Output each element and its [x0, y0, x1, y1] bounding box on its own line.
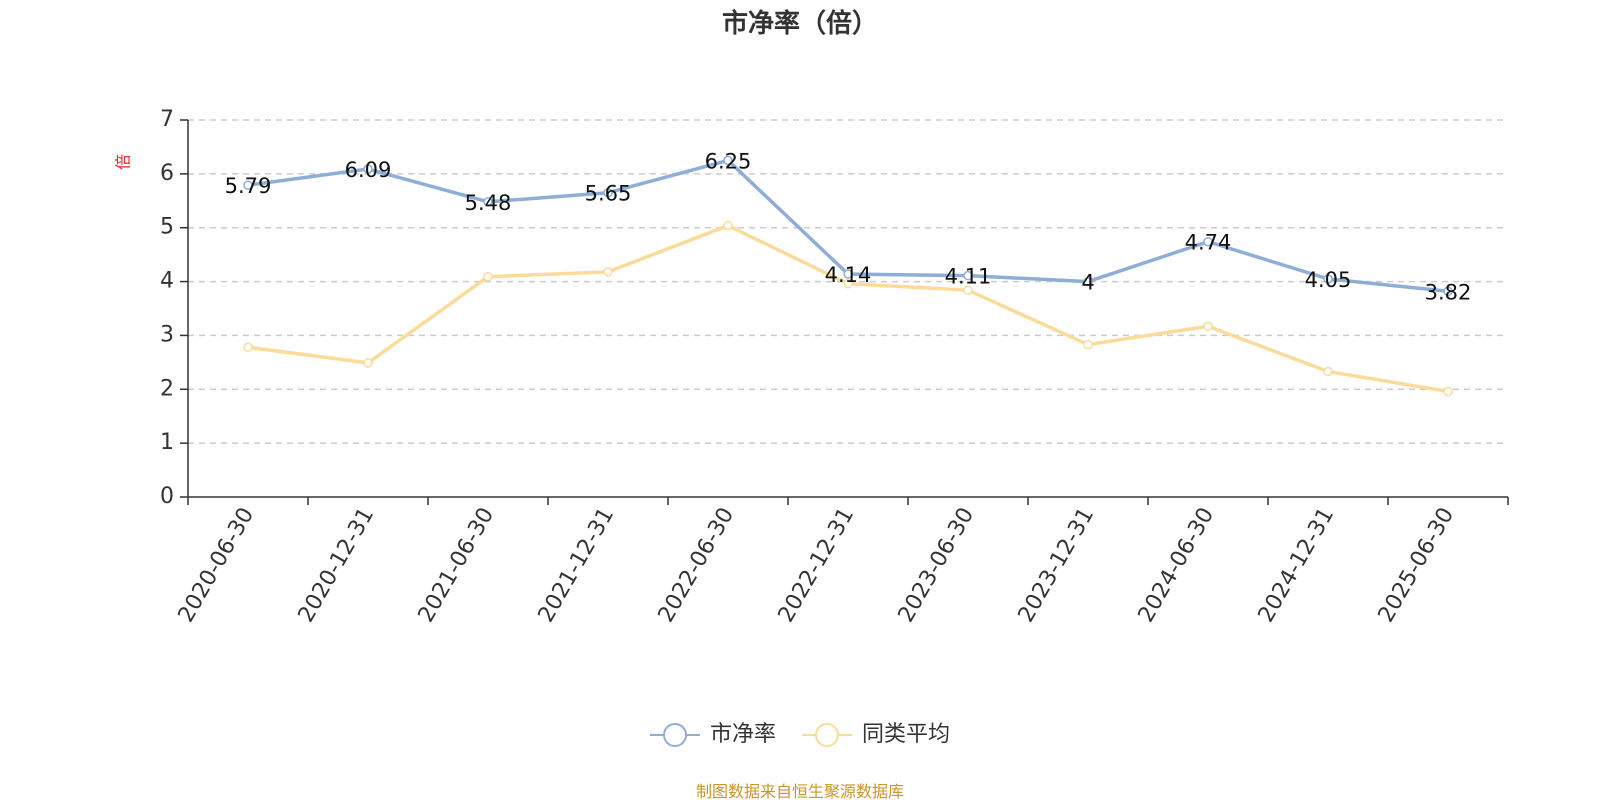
series-0-point [723, 155, 733, 166]
chart-title: 市净率（倍） [722, 8, 878, 39]
series-1-point [1083, 339, 1093, 350]
series-0-point [1323, 274, 1333, 284]
legend-label: 市净率 [710, 722, 776, 747]
series-0-point [1203, 236, 1213, 247]
y-tick-label: 3 [160, 322, 174, 347]
series-0-point [603, 187, 613, 198]
x-tick-label: 2021-12-31 [534, 504, 620, 627]
legend-item-1[interactable]: 同类平均 [802, 722, 950, 747]
y-tick-label: 6 [160, 161, 174, 186]
axes: 0 1 2 3 4 5 6 7 2020-06-30 2020-12-31 2021-06-30 20… [160, 107, 1509, 627]
series-1-point [603, 267, 613, 277]
data-label: 4.05 [1305, 268, 1352, 292]
data-label: 4 [1081, 271, 1094, 295]
x-tick-label: 2021-06-30 [414, 504, 500, 627]
data-label: 5.79 [225, 174, 272, 198]
series-0-point [843, 269, 853, 279]
series-line-1 [247, 223, 1449, 394]
series-lines [243, 155, 1453, 397]
legend-label: 同类平均 [862, 722, 950, 747]
series-1-point [963, 285, 973, 295]
source-note: 制图数据来自恒生聚源数据库 [696, 782, 904, 800]
data-label: 4.74 [1185, 231, 1232, 255]
x-tick-label: 2024-06-30 [1134, 504, 1220, 627]
data-label: 5.48 [465, 191, 512, 215]
x-tick-label: 2022-06-30 [654, 504, 740, 627]
series-0-point [363, 164, 373, 174]
series-0-point [1443, 286, 1453, 297]
y-tick-label: 4 [160, 269, 174, 294]
data-labels: 5.79 6.09 5.48 5.65 6.25 4.14 4.11 4 4.74 4.05 3.8… [225, 149, 1472, 304]
series-1-point [363, 358, 373, 368]
y-tick-label: 1 [160, 430, 174, 455]
x-tick-label: 2022-12-31 [774, 504, 860, 627]
series-1-point [243, 342, 253, 353]
series-0-point [1083, 276, 1093, 287]
y-tick-label: 7 [160, 107, 174, 132]
x-tick-label: 2024-12-31 [1254, 504, 1340, 627]
data-label: 4.11 [945, 265, 992, 289]
x-tick-label: 2023-12-31 [1014, 504, 1100, 627]
x-tick-label: 2020-12-31 [294, 504, 380, 627]
series-0-point [243, 180, 253, 190]
series-0-point [963, 270, 973, 281]
y-tick-label: 2 [160, 376, 174, 401]
series-1-point [483, 271, 493, 282]
data-label: 6.09 [345, 158, 392, 182]
legend[interactable]: 市净率 同类平均 [650, 722, 950, 747]
series-1-point [1323, 366, 1333, 377]
series-0-point [483, 197, 493, 207]
x-tick-label: 2025-06-30 [1374, 504, 1460, 627]
data-label: 6.25 [705, 149, 752, 173]
series-1-point [1203, 321, 1213, 332]
legend-item-0[interactable]: 市净率 [650, 722, 776, 747]
data-label: 3.82 [1425, 280, 1472, 304]
y-tick-label: 0 [160, 484, 174, 509]
x-tick-label: 2023-06-30 [894, 504, 980, 627]
data-label: 4.14 [825, 263, 872, 287]
legend-swatch-marker [815, 723, 839, 747]
series-1-point [723, 220, 733, 231]
legend-swatch-marker [663, 723, 687, 747]
x-tick-label: 2020-06-30 [174, 504, 260, 627]
y-axis-unit-label: 倍 [114, 154, 133, 170]
series-1-point [843, 278, 853, 289]
y-tick-label: 5 [160, 215, 174, 240]
series-1-point [1443, 386, 1453, 397]
data-label: 5.65 [585, 182, 632, 206]
